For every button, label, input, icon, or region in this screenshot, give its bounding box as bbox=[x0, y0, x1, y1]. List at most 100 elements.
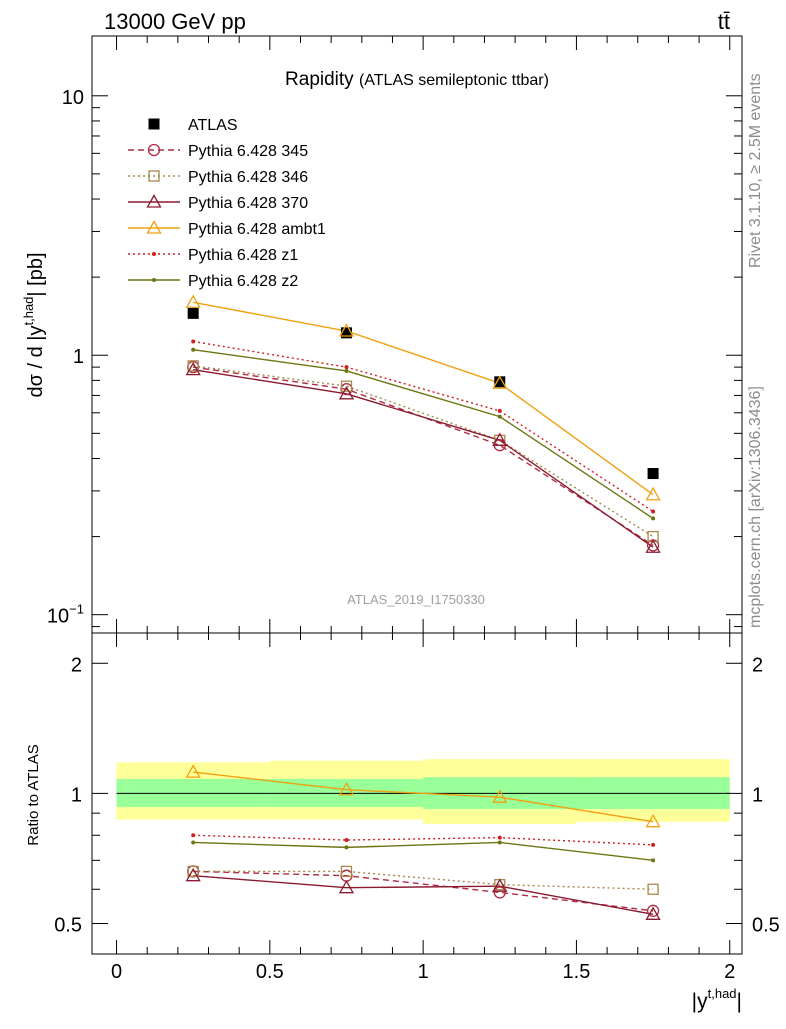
ratio-y-label: Ratio to ATLAS bbox=[25, 744, 42, 845]
ratio-axes: 0.5 0.5 1 1 2 2 0 0.5 1 1.5 2 bbox=[54, 633, 780, 983]
x-tick-label: 0.5 bbox=[256, 961, 284, 983]
data-point bbox=[651, 509, 656, 514]
ratio-point bbox=[646, 904, 660, 917]
ratio-point bbox=[191, 840, 196, 845]
y-tick-label: 10−1 bbox=[47, 602, 84, 628]
ratio-panel: 0.5 0.5 1 1 2 2 0 0.5 1 1.5 2 Ratio to ATLAS |yt,h… bbox=[25, 632, 780, 1013]
legend-entry: Pythia 6.428 346 bbox=[128, 169, 308, 186]
legend-marker bbox=[148, 118, 160, 130]
ratio-point bbox=[187, 865, 199, 878]
legend-entry: Pythia 6.428 370 bbox=[128, 194, 308, 212]
main-title: Rapidity (ATLAS semileptonic ttbar) bbox=[285, 69, 549, 90]
series-line-4 bbox=[193, 301, 654, 496]
x-tick-label: 1 bbox=[418, 961, 429, 983]
series-line-3 bbox=[193, 368, 654, 548]
ratio-y-tick-label-right: 0.5 bbox=[752, 914, 780, 936]
ratio-line-1 bbox=[193, 870, 654, 890]
analysis-label: ATLAS_2019_I1750330 bbox=[347, 592, 485, 607]
legend-marker bbox=[146, 220, 162, 234]
legend-entry: Pythia 6.428 ambt1 bbox=[128, 220, 326, 238]
x-tick-label: 0 bbox=[111, 961, 122, 983]
data-point bbox=[492, 375, 508, 389]
ratio-point bbox=[338, 781, 355, 796]
ratio-y-tick-label: 2 bbox=[71, 654, 82, 676]
legend-entry: Pythia 6.428 z1 bbox=[128, 247, 298, 264]
legend-entry: Pythia 6.428 345 bbox=[128, 143, 308, 160]
ratio-y-tick-label-right: 1 bbox=[752, 784, 763, 806]
ratio-y-tick-label: 0.5 bbox=[54, 914, 82, 936]
ratio-y-tick-label-right: 2 bbox=[752, 654, 763, 676]
data-point bbox=[651, 516, 656, 521]
data-point bbox=[344, 368, 349, 373]
main-panel: 10−1 1 10 Rapidity (ATLAS semileptonic ttb… bbox=[21, 35, 743, 634]
data-point bbox=[187, 360, 199, 372]
process-label: tt̄ bbox=[718, 9, 730, 34]
ratio-y-tick-label: 1 bbox=[71, 784, 82, 806]
data-point bbox=[497, 408, 502, 413]
data-point bbox=[338, 323, 355, 337]
x-tick-label: 2 bbox=[724, 961, 735, 983]
data-point bbox=[340, 380, 353, 392]
legend-label: Pythia 6.428 345 bbox=[188, 143, 308, 160]
ratio-point bbox=[492, 878, 508, 892]
data-point bbox=[647, 468, 659, 480]
mcplots-label: mcplots.cern.ch [arXiv:1306.3436] bbox=[747, 386, 764, 628]
ratio-point bbox=[493, 886, 506, 899]
ratio-point bbox=[338, 879, 355, 894]
data-point bbox=[187, 307, 199, 319]
data-point bbox=[185, 294, 201, 308]
ratio-line-5 bbox=[193, 841, 654, 862]
ratio-point bbox=[497, 840, 502, 845]
data-point bbox=[191, 339, 196, 344]
x-tick-label: 1.5 bbox=[563, 961, 591, 983]
data-point bbox=[494, 376, 506, 388]
series-line-2 bbox=[193, 365, 654, 538]
rivet-label: Rivet 3.1.10, ≥ 2.5M events bbox=[747, 73, 764, 268]
y-tick-label: 10 bbox=[62, 87, 84, 109]
data-point bbox=[645, 486, 661, 501]
ratio-point bbox=[645, 906, 661, 920]
data-point bbox=[338, 386, 355, 400]
ratio-line-3 bbox=[193, 771, 654, 823]
ratio-point bbox=[191, 833, 196, 838]
legend: ATLAS Pythia 6.428 345 Pythia 6.428 346 Pyt… bbox=[128, 117, 326, 290]
legend-marker bbox=[146, 194, 162, 208]
x-axis-label: |yt,had| bbox=[692, 986, 742, 1013]
ratio-uncertainty-bands bbox=[116, 759, 730, 824]
ratio-point bbox=[185, 764, 201, 778]
legend-entry: Pythia 6.428 z2 bbox=[128, 273, 298, 290]
data-point bbox=[497, 414, 502, 419]
data-point bbox=[340, 327, 352, 339]
y-axis-label: dσ / d |yt,had| [pb] bbox=[21, 252, 47, 397]
ratio-point bbox=[344, 838, 349, 843]
data-point bbox=[492, 432, 508, 446]
legend-label: ATLAS bbox=[188, 117, 238, 134]
ratio-point bbox=[344, 845, 349, 850]
ratio-line-4 bbox=[193, 834, 654, 846]
legend-label: Pythia 6.428 z1 bbox=[188, 247, 298, 264]
ratio-point bbox=[185, 867, 201, 882]
ratio-line-0 bbox=[193, 870, 654, 912]
legend-marker bbox=[147, 143, 161, 157]
ratio-series-markers bbox=[185, 764, 661, 920]
ratio-line-2 bbox=[193, 874, 654, 916]
data-point bbox=[344, 365, 349, 370]
main-axes: 10−1 1 10 bbox=[47, 36, 742, 633]
ratio-point bbox=[645, 813, 661, 828]
legend-marker bbox=[152, 278, 156, 282]
legend-label: Pythia 6.428 ambt1 bbox=[188, 221, 326, 238]
ratio-point bbox=[340, 865, 353, 878]
legend-marker bbox=[148, 170, 160, 182]
ratio-point bbox=[651, 842, 656, 847]
main-series-lines bbox=[193, 301, 654, 548]
data-point bbox=[185, 361, 201, 376]
legend-label: Pythia 6.428 z2 bbox=[188, 273, 298, 290]
ratio-point bbox=[492, 789, 508, 803]
ratio-point bbox=[497, 835, 502, 840]
series-line-6 bbox=[193, 349, 654, 519]
legend-marker bbox=[152, 252, 156, 256]
ratio-series-lines bbox=[193, 771, 654, 916]
y-tick-label: 1 bbox=[73, 346, 84, 368]
